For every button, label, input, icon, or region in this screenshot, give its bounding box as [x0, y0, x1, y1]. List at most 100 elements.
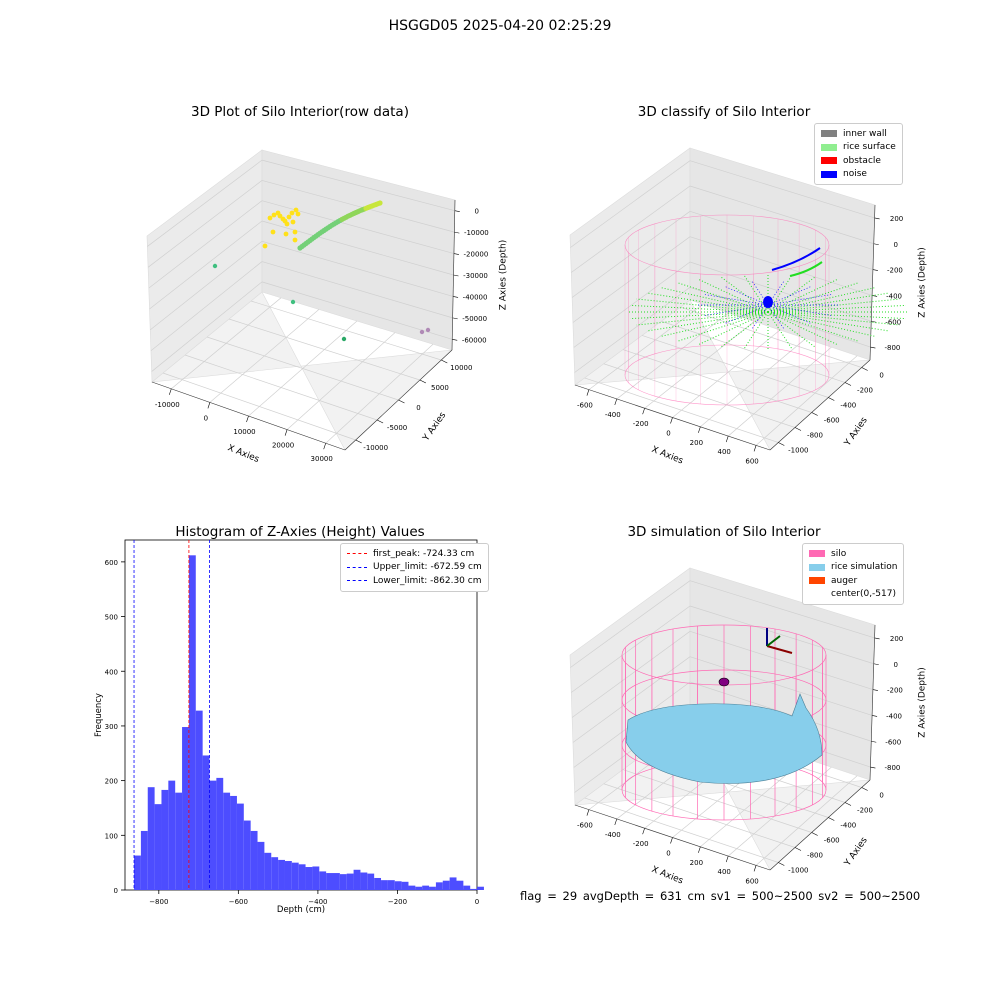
- sim3d-y-tick: [811, 832, 818, 836]
- classify3d-z-axis: [869, 204, 876, 361]
- histogram-x-tick-label: −200: [388, 898, 407, 906]
- histogram-bar: [470, 888, 478, 890]
- raw3d-ygrid: [250, 300, 442, 361]
- noise-ray: [724, 285, 769, 306]
- histogram-bar: [168, 780, 176, 891]
- raw-point-yellow: [280, 216, 286, 222]
- legend-label: obstacle: [843, 155, 881, 166]
- raw-point-yellow: [262, 243, 268, 249]
- raw3d-zgrid: [147, 180, 263, 268]
- raw3d-z-tick-label: 0: [475, 208, 479, 216]
- classify3d-y-tick-label: -1000: [788, 447, 808, 455]
- histogram-bar: [360, 872, 368, 890]
- legend-item-first-peak: first_peak: -724.33 cm: [347, 547, 482, 561]
- panel3-title: Histogram of Z-Axies (Height) Values: [175, 524, 425, 540]
- histogram-bar: [278, 859, 285, 890]
- raw3d-y-tick: [398, 399, 405, 404]
- histogram-bar: [326, 873, 333, 890]
- rice-simulation-surface: [625, 693, 823, 784]
- sim3d-y-tick: [844, 802, 852, 806]
- classify3d-z-tick-label: -200: [887, 267, 903, 275]
- rice-surface-ray: [646, 292, 769, 313]
- histogram-bar: [140, 830, 148, 890]
- histogram-y-tick-label: 600: [105, 559, 118, 567]
- rice-surface-ray: [660, 311, 769, 337]
- histogram-bar: [202, 755, 210, 890]
- histogram-x-tick-label: −600: [229, 898, 248, 906]
- legend-item-lower-limit: Lower_limit: -862.30 cm: [347, 574, 482, 588]
- classify3d-x-tick: [698, 426, 701, 433]
- raw3d-y-tick: [441, 359, 448, 364]
- classify3d-zgrid: [689, 185, 874, 245]
- rice-surface-ray: [636, 311, 769, 326]
- raw3d-y-axis-label: Y Axies: [421, 410, 449, 443]
- rice-surface-ray: [767, 304, 906, 313]
- legend-swatch: [809, 591, 825, 598]
- classify3d-xgrid: [755, 355, 858, 446]
- raw3d-x-tick: [207, 402, 211, 409]
- classify3d-z-tick-label: 200: [890, 215, 903, 223]
- classify3d-y-tick: [811, 412, 818, 416]
- footer-status: flag = 29 avgDepth = 631 cm sv1 = 500~25…: [520, 889, 921, 903]
- histogram-x-tick-label: −400: [308, 898, 327, 906]
- classify3d-y-tick-label: -800: [807, 432, 823, 440]
- legend-swatch: [809, 550, 825, 558]
- classify3d-zgrid: [689, 236, 873, 296]
- sim3d-z-tick-label: 200: [890, 635, 903, 643]
- histogram-bar: [305, 867, 313, 890]
- noise-ray: [724, 304, 769, 325]
- raw-point-outlier: [425, 327, 431, 333]
- histogram-bar: [284, 861, 292, 890]
- sim3d-z-tick-label: -400: [886, 712, 902, 720]
- sim3d-x-tick: [586, 809, 590, 816]
- histogram-bar: [236, 803, 244, 890]
- raw3d-x-tick: [169, 388, 172, 395]
- raw3d-z-tick: [454, 210, 460, 213]
- raw3d-x-tick: [323, 443, 326, 450]
- classify3d-z-tick: [870, 346, 876, 349]
- classify3d-y-axis-label: Y Axies: [842, 415, 870, 448]
- classify3d-zgrid: [572, 236, 691, 323]
- classify3d-z-tick: [874, 217, 880, 220]
- classify3d-x-tick: [725, 435, 729, 443]
- raw3d-y-tick-label: 5000: [431, 384, 449, 392]
- histogram-bar: [394, 881, 402, 890]
- rice-surface-ray: [767, 311, 906, 320]
- raw3d-zgrid: [149, 241, 263, 331]
- histogram-y-axis-label: Frequency: [94, 693, 104, 737]
- classify3d-x-axis: [574, 384, 771, 451]
- histogram-bar: [353, 869, 361, 890]
- classify3d-ygrid: [584, 377, 779, 443]
- classify3d-x-axis-label: X Axies: [650, 445, 685, 467]
- rice-surface-ray: [677, 311, 769, 342]
- raw3d-z-tick-label: -50000: [462, 315, 487, 323]
- raw-point-outlier: [212, 263, 218, 269]
- histogram-bar: [298, 864, 306, 890]
- raw-point-yellow: [271, 212, 277, 218]
- raw3d-zgrid: [261, 159, 455, 212]
- raw3d-x-tick-label: 30000: [311, 455, 333, 463]
- histogram-bar: [408, 885, 416, 891]
- sim3d-x-tick: [614, 818, 618, 826]
- classify3d-xgrid: [616, 312, 729, 400]
- legend-item-auger: auger: [809, 574, 897, 588]
- raw-point-yellow: [286, 214, 292, 220]
- histogram-bar: [257, 841, 265, 891]
- raw3d-ygrid: [206, 336, 399, 401]
- raw3d-zgrid: [150, 261, 263, 351]
- legend-item-rice-surface: rice surface: [821, 141, 896, 155]
- raw3d-y-axis: [344, 349, 453, 451]
- classify3d-x-tick: [614, 398, 618, 406]
- sim3d-y-tick: [828, 817, 835, 821]
- raw3d-z-tick: [453, 296, 459, 298]
- sim3d-xgrid: [755, 775, 858, 866]
- classify3d-x-tick: [753, 445, 757, 452]
- raw3d-y-tick: [376, 419, 384, 424]
- classify3d-y-axis: [769, 359, 871, 451]
- legend-swatch: [809, 577, 825, 585]
- classify3d-x-tick-label: -600: [577, 402, 593, 410]
- raw-point-yellow: [293, 207, 299, 213]
- rice-surface-ray: [767, 278, 839, 313]
- sim3d-y-axis: [769, 779, 871, 871]
- raw3d-zgrid: [147, 159, 263, 247]
